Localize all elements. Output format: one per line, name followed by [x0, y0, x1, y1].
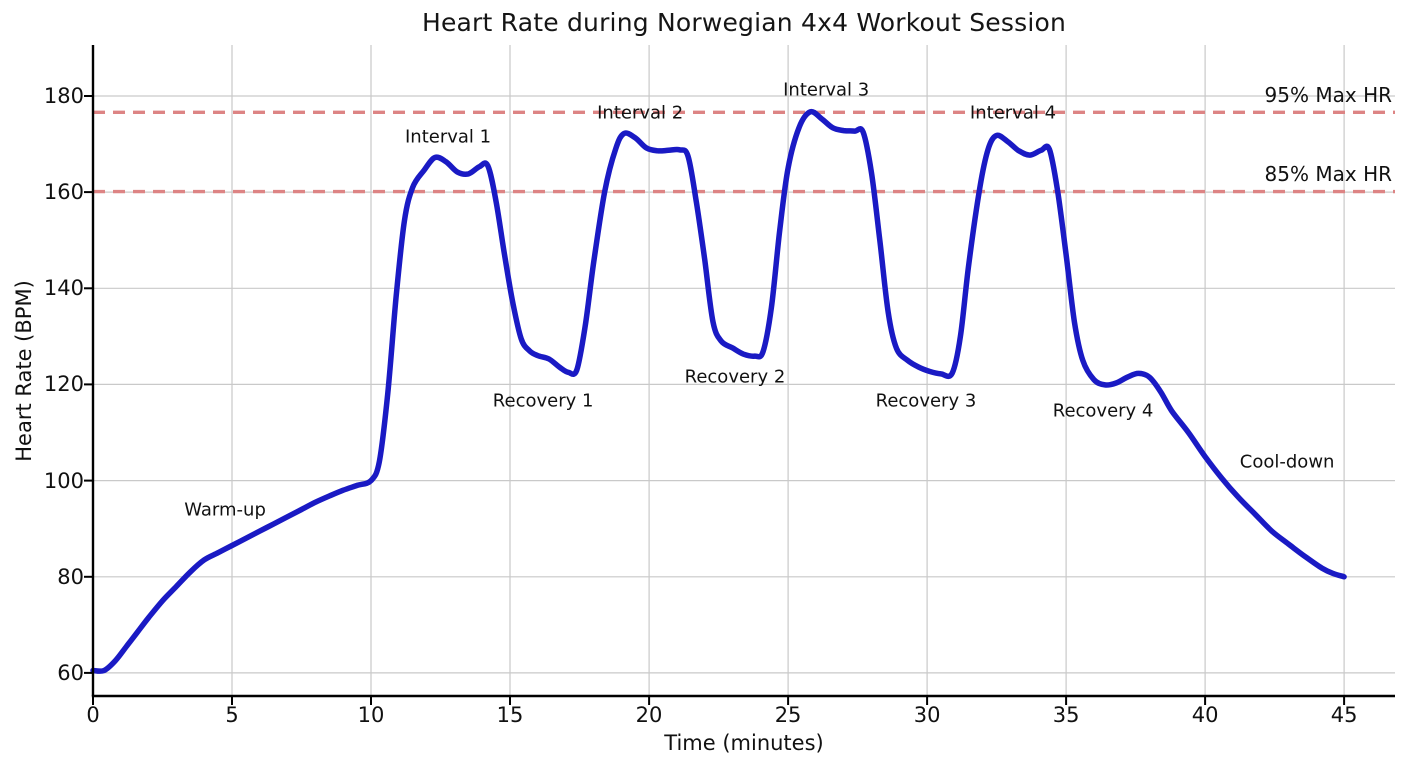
annotation-interval-3: Interval 3 — [783, 79, 870, 101]
x-tick-label: 5 — [225, 703, 239, 727]
annotation-recovery-4: Recovery 4 — [1052, 400, 1154, 422]
annotation-recovery-1: Recovery 1 — [492, 390, 594, 412]
annotation-cool-down: Cool-down — [1239, 451, 1335, 473]
x-tick-label: 30 — [913, 703, 941, 727]
x-tick-label: 40 — [1191, 703, 1219, 727]
ref-line-label-95: 95% Max HR — [1264, 82, 1392, 107]
annotation-interval-1: Interval 1 — [404, 126, 492, 148]
x-tick-label: 10 — [357, 703, 385, 727]
annotation-interval-2: Interval 2 — [597, 102, 684, 124]
annotation-warm-up: Warm-up — [184, 499, 266, 521]
x-axis-label: Time (minutes) — [664, 731, 824, 755]
heart-rate-line — [90, 108, 1347, 674]
y-tick-label: 140 — [43, 276, 84, 301]
y-tick-label: 180 — [43, 83, 84, 108]
chart-title: Heart Rate during Norwegian 4x4 Workout … — [421, 8, 1067, 37]
ref-line-label-85: 85% Max HR — [1264, 162, 1392, 187]
x-tick-label: 45 — [1330, 703, 1358, 727]
y-tick-label: 80 — [57, 564, 84, 589]
y-tick-label: 160 — [43, 180, 84, 205]
x-tick-label: 20 — [635, 703, 663, 727]
y-tick-label: 60 — [57, 660, 84, 685]
annotation-interval-4: Interval 4 — [969, 102, 1057, 124]
annotation-recovery-3: Recovery 3 — [875, 390, 977, 412]
y-tick-label: 100 — [43, 468, 84, 493]
x-tick-label: 35 — [1052, 703, 1080, 727]
annotation-recovery-2: Recovery 2 — [684, 366, 786, 388]
y-tick-label: 120 — [43, 372, 84, 397]
x-tick-label: 0 — [86, 703, 100, 727]
x-tick-label: 15 — [496, 703, 524, 727]
x-tick-label: 25 — [774, 703, 802, 727]
